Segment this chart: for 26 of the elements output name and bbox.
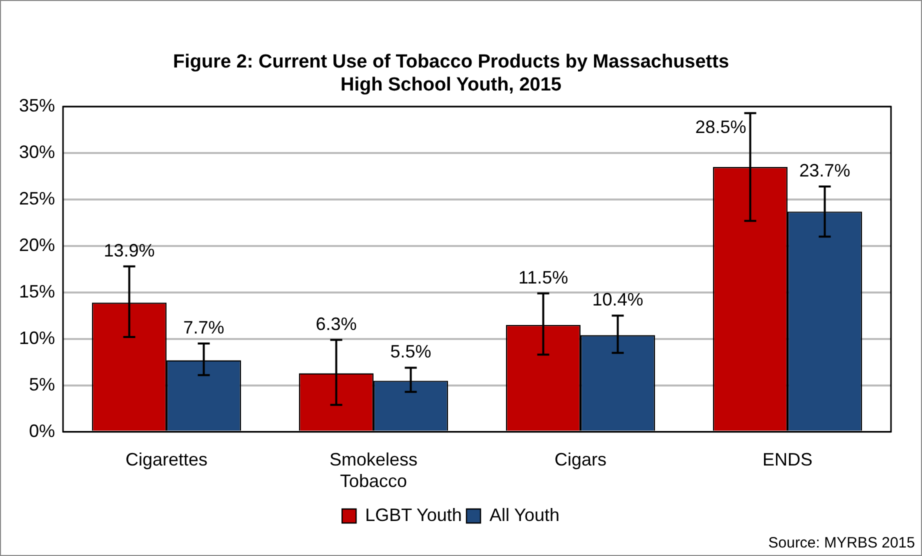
legend-label: All Youth: [490, 504, 560, 525]
y-tick-label: 15%: [18, 281, 56, 302]
category-label: Cigarettes: [126, 450, 208, 470]
y-tick-label: 25%: [18, 188, 56, 208]
category-label: ENDS: [762, 450, 813, 470]
data-label: 10.4%: [592, 290, 644, 310]
category-label: Cigars: [554, 450, 607, 470]
y-tick-label: 35%: [18, 96, 56, 116]
data-label: 5.5%: [390, 342, 432, 362]
data-label: 23.7%: [799, 160, 850, 180]
text: High School Youth, 2015: [340, 74, 562, 96]
data-label: 28.5%: [695, 117, 746, 138]
data-label: 6.3%: [316, 314, 357, 334]
source-note: Source: MYRBS 2015: [768, 534, 915, 552]
data-label: 11.5%: [518, 267, 568, 288]
y-tick-label: 5%: [29, 374, 56, 394]
y-tick-label: 0%: [29, 420, 56, 441]
data-label: 7.7%: [183, 318, 224, 338]
text: Figure 2: Current Use of Tobacco Products by Massachusetts: [172, 52, 730, 73]
category-label: Tobacco: [340, 471, 408, 492]
y-tick-label: 30%: [18, 142, 56, 162]
y-tick-label: 10%: [18, 328, 56, 348]
data-label: 13.9%: [104, 240, 155, 260]
y-tick-label: 20%: [18, 234, 56, 255]
legend-label: LGBT Youth: [365, 504, 462, 525]
category-label: Smokeless: [330, 450, 418, 470]
